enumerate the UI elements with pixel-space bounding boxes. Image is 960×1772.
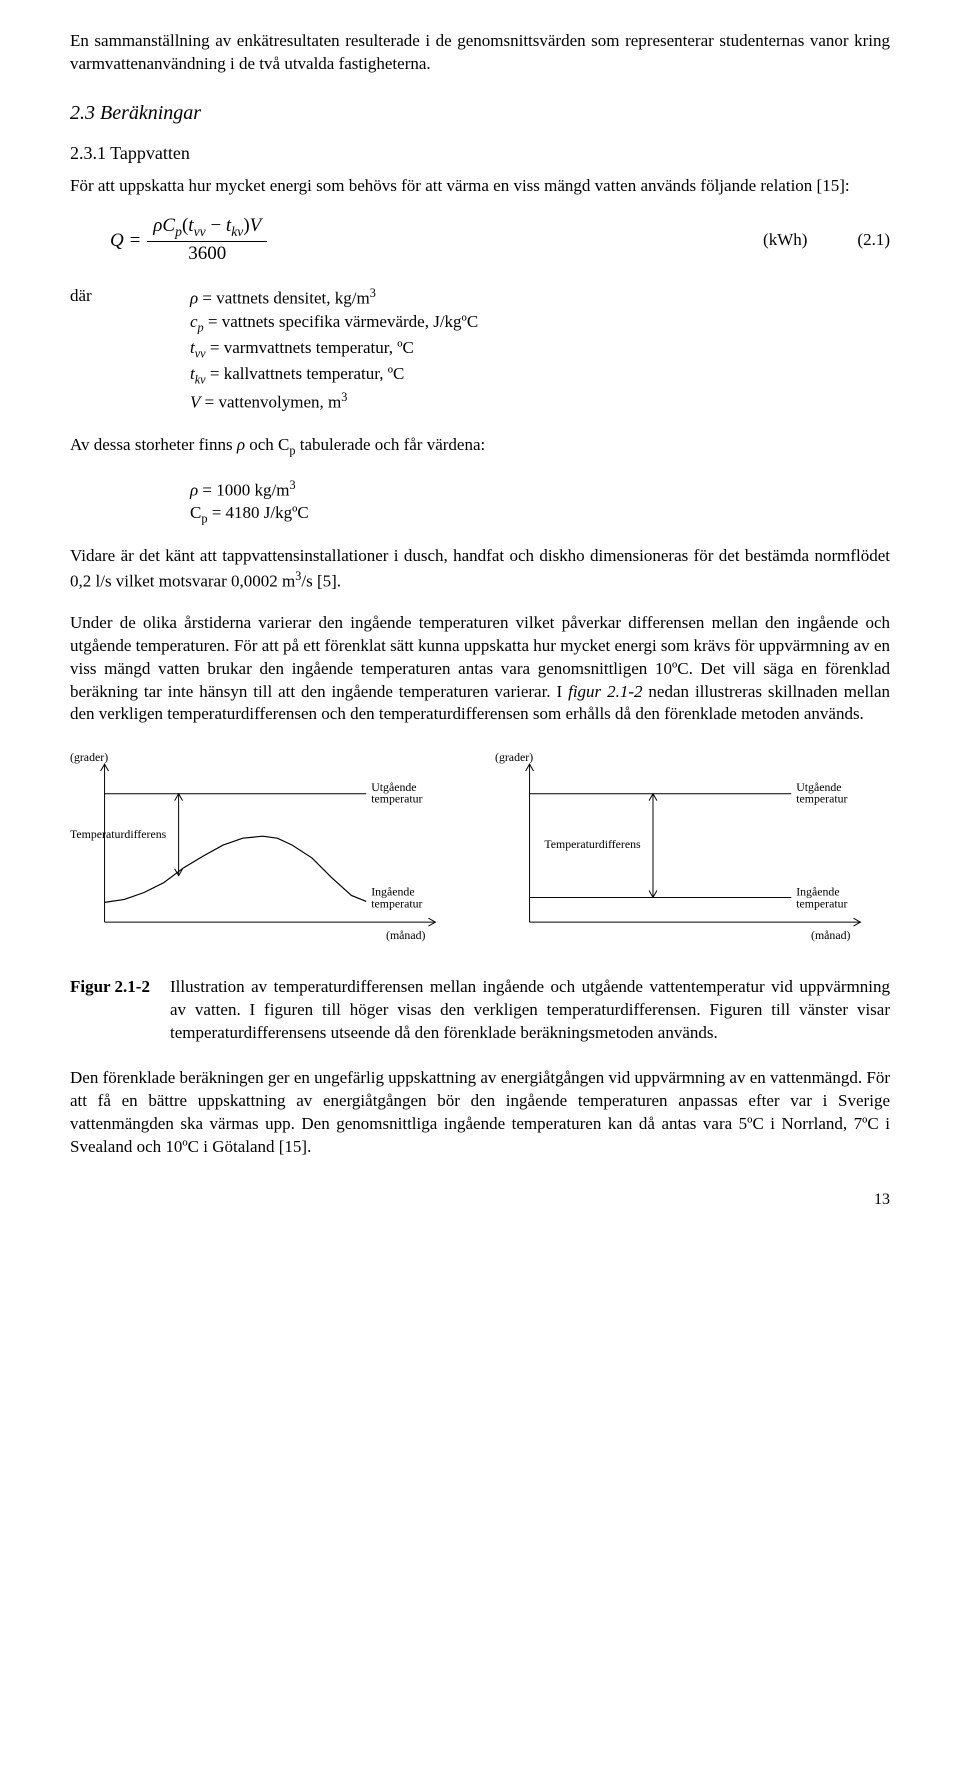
def-V-sym: V	[190, 393, 200, 412]
p2-rho: ρ	[237, 435, 245, 454]
paragraph-tabulated: Av dessa storheter finns ρ och Cp tabule…	[70, 434, 890, 459]
in-label-left: Ingående temperatur	[371, 885, 422, 911]
val-cp-sym: C	[190, 503, 201, 522]
diagrams-row: (grader) Utgående temperatur Ingående te…	[70, 748, 890, 958]
def-tkv-sub: kv	[195, 373, 206, 387]
def-cp: cp = vattnets specifika värmevärde, J/kg…	[190, 311, 890, 336]
diagram-left-svg: (grader) Utgående temperatur Ingående te…	[70, 748, 465, 958]
p3b: /s [5].	[301, 572, 341, 591]
xlabel-left: (månad)	[386, 928, 426, 942]
def-V: V = vattenvolymen, m3	[190, 389, 890, 415]
diagram-right-svg: (grader) Utgående temperatur Ingående te…	[495, 748, 890, 958]
where-label: där	[70, 285, 190, 416]
eq-C: C	[162, 215, 175, 236]
p2a: Av dessa storheter finns	[70, 435, 237, 454]
def-cp-sym: c	[190, 312, 198, 331]
def-rho-txt: = vattnets densitet, kg/m	[198, 289, 370, 308]
eq-lhs: Q =	[110, 228, 141, 254]
def-tvv-txt: = varmvattnets temperatur, ºC	[206, 338, 414, 357]
heading-2-3-1: 2.3.1 Tappvatten	[70, 141, 890, 165]
figure-label: Figur 2.1-2	[70, 976, 170, 1045]
def-V-txt: = vattenvolymen, m	[200, 393, 341, 412]
xlabel-right: (månad)	[811, 928, 851, 942]
page-number: 13	[70, 1189, 890, 1211]
p4i: figur 2.1-2	[568, 682, 642, 701]
heading-2-3: 2.3 Beräkningar	[70, 100, 890, 127]
eq-minus: −	[206, 215, 226, 236]
val-rho-sym: ρ	[190, 480, 198, 499]
def-rho: ρ = vattnets densitet, kg/m3	[190, 285, 890, 311]
diagram-left: (grader) Utgående temperatur Ingående te…	[70, 748, 465, 958]
paragraph-simplified: Den förenklade beräkningen ger en ungefä…	[70, 1067, 890, 1159]
page: En sammanställning av enkätresultaten re…	[0, 0, 960, 1241]
paragraph-relation: För att uppskatta hur mycket energi som …	[70, 175, 890, 198]
def-cp-txt: = vattnets specifika värmevärde, J/kgºC	[204, 312, 479, 331]
def-tkv: tkv = kallvattnets temperatur, ºC	[190, 363, 890, 388]
value-cp: Cp = 4180 J/kgºC	[190, 502, 890, 527]
in-label-right: Ingående temperatur	[796, 885, 847, 911]
def-tvv-sub: vv	[195, 347, 206, 361]
eq-unit: (kWh)	[763, 229, 807, 252]
ylabel-left: (grader)	[70, 751, 108, 765]
out-label-left: Utgående temperatur	[371, 780, 422, 806]
in-curve-left	[105, 837, 367, 903]
diagram-right: (grader) Utgående temperatur Ingående te…	[495, 748, 890, 958]
out-label-right: Utgående temperatur	[796, 780, 847, 806]
eq-vv: vv	[194, 224, 206, 239]
figure-caption-row: Figur 2.1-2 Illustration av temperaturdi…	[70, 976, 890, 1045]
def-V-sup: 3	[341, 390, 347, 404]
def-rho-sup: 3	[370, 286, 376, 300]
figure-caption: Illustration av temperaturdifferensen me…	[170, 976, 890, 1045]
values-block: ρ = 1000 kg/m3 Cp = 4180 J/kgºC	[190, 477, 890, 528]
p3a: Vidare är det känt att tappvattensinstal…	[70, 546, 890, 591]
val-cp-txt: = 4180 J/kgºC	[207, 503, 308, 522]
definitions-list: ρ = vattnets densitet, kg/m3 cp = vattne…	[190, 285, 890, 416]
diff-label-right: Temperaturdifferens	[544, 837, 641, 851]
p2b: och C	[245, 435, 289, 454]
ylabel-right: (grader)	[495, 751, 533, 765]
p2c: tabulerade och får värdena:	[296, 435, 486, 454]
val-rho-txt: = 1000 kg/m	[198, 480, 289, 499]
def-rho-sym: ρ	[190, 289, 198, 308]
equation: Q = ρCp(tvv − tkv)V 3600	[110, 216, 273, 265]
eq-number: (2.1)	[857, 229, 890, 252]
diff-label-left: Temperaturdifferens	[70, 828, 167, 842]
eq-V: V	[250, 215, 262, 236]
eq-numerator: ρCp(tvv − tkv)V	[147, 216, 267, 242]
eq-fraction: ρCp(tvv − tkv)V 3600	[147, 216, 267, 265]
eq-kv: kv	[231, 224, 243, 239]
paragraph-seasonal: Under de olika årstiderna varierar den i…	[70, 612, 890, 727]
def-tvv: tvv = varmvattnets temperatur, ºC	[190, 337, 890, 362]
val-rho-sup: 3	[289, 478, 295, 492]
eq-psub: p	[175, 224, 182, 239]
equation-row: Q = ρCp(tvv − tkv)V 3600 (kWh) (2.1)	[110, 216, 890, 265]
value-rho: ρ = 1000 kg/m3	[190, 477, 890, 503]
definitions-block: där ρ = vattnets densitet, kg/m3 cp = va…	[70, 285, 890, 416]
eq-unit-number: (kWh) (2.1)	[763, 229, 890, 252]
eq-denominator: 3600	[182, 242, 232, 265]
def-tkv-txt: = kallvattnets temperatur, ºC	[206, 364, 405, 383]
intro-paragraph: En sammanställning av enkätresultaten re…	[70, 30, 890, 76]
paragraph-flow: Vidare är det känt att tappvattensinstal…	[70, 545, 890, 594]
